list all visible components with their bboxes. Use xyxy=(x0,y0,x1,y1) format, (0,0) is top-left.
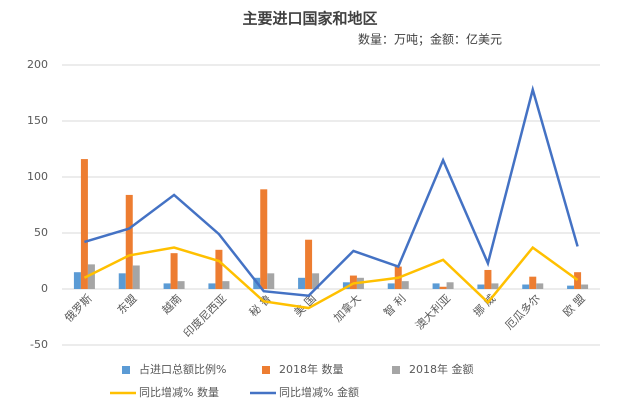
x-tick-label: 欧 盟 xyxy=(561,292,588,319)
bar xyxy=(73,272,81,289)
chart-title: 主要进口国家和地区 xyxy=(242,10,377,28)
bar xyxy=(305,239,313,289)
legend-swatch xyxy=(262,366,270,374)
bar xyxy=(387,283,395,289)
x-tick-label: 加拿大 xyxy=(330,291,363,324)
y-tick-label: 150 xyxy=(27,114,48,127)
bar xyxy=(208,283,216,289)
bar xyxy=(491,283,499,289)
bar xyxy=(522,284,530,289)
bar xyxy=(163,283,171,289)
bar xyxy=(432,283,440,289)
chart-subtitle: 数量：万吨；金额：亿美元 xyxy=(358,32,502,47)
x-tick-label: 东盟 xyxy=(115,292,140,317)
bar xyxy=(132,265,140,289)
bar xyxy=(80,159,88,289)
y-tick-label: -50 xyxy=(30,338,48,351)
bar xyxy=(446,282,454,289)
x-tick-label: 俄罗斯 xyxy=(62,292,95,325)
legend-swatch xyxy=(392,366,400,374)
x-tick-label: 澳大利亚 xyxy=(412,291,453,332)
legend-label: 同比增减% 数量 xyxy=(139,385,219,399)
bar xyxy=(260,189,268,289)
bar xyxy=(118,273,126,289)
line-series xyxy=(83,245,579,310)
bar xyxy=(581,284,589,289)
y-tick-label: 50 xyxy=(34,226,48,239)
bar xyxy=(298,277,306,289)
bar xyxy=(567,285,575,289)
bar xyxy=(439,286,447,289)
x-tick-label: 厄瓜多尔 xyxy=(502,291,543,332)
x-tick-label: 秘 鲁 xyxy=(246,291,274,319)
bar xyxy=(312,273,320,289)
bar xyxy=(177,281,185,289)
x-tick-label: 智 利 xyxy=(381,291,409,319)
x-tick-label: 越南 xyxy=(159,291,184,316)
bar xyxy=(484,269,492,289)
bar xyxy=(401,281,409,289)
bar xyxy=(477,284,485,289)
bar xyxy=(87,264,95,289)
bar xyxy=(267,273,275,289)
legend-swatch xyxy=(122,366,130,374)
bar xyxy=(125,194,133,289)
line-series xyxy=(84,84,579,298)
bar xyxy=(574,272,582,289)
y-tick-label: 200 xyxy=(27,58,48,71)
bar xyxy=(215,249,223,289)
legend-label: 同比增减% 金额 xyxy=(279,385,359,399)
y-tick-label: 100 xyxy=(27,170,48,183)
legend-label: 占进口总额比例% xyxy=(139,362,226,376)
y-tick-label: 0 xyxy=(41,282,48,295)
bar xyxy=(529,276,537,289)
legend-label: 2018年 金额 xyxy=(409,362,474,376)
bar xyxy=(170,253,178,289)
legend-label: 2018年 数量 xyxy=(279,362,344,376)
bar xyxy=(222,281,230,289)
bar xyxy=(536,283,544,289)
bar xyxy=(342,282,350,289)
x-tick-label: 印度尼西亚 xyxy=(180,291,229,340)
